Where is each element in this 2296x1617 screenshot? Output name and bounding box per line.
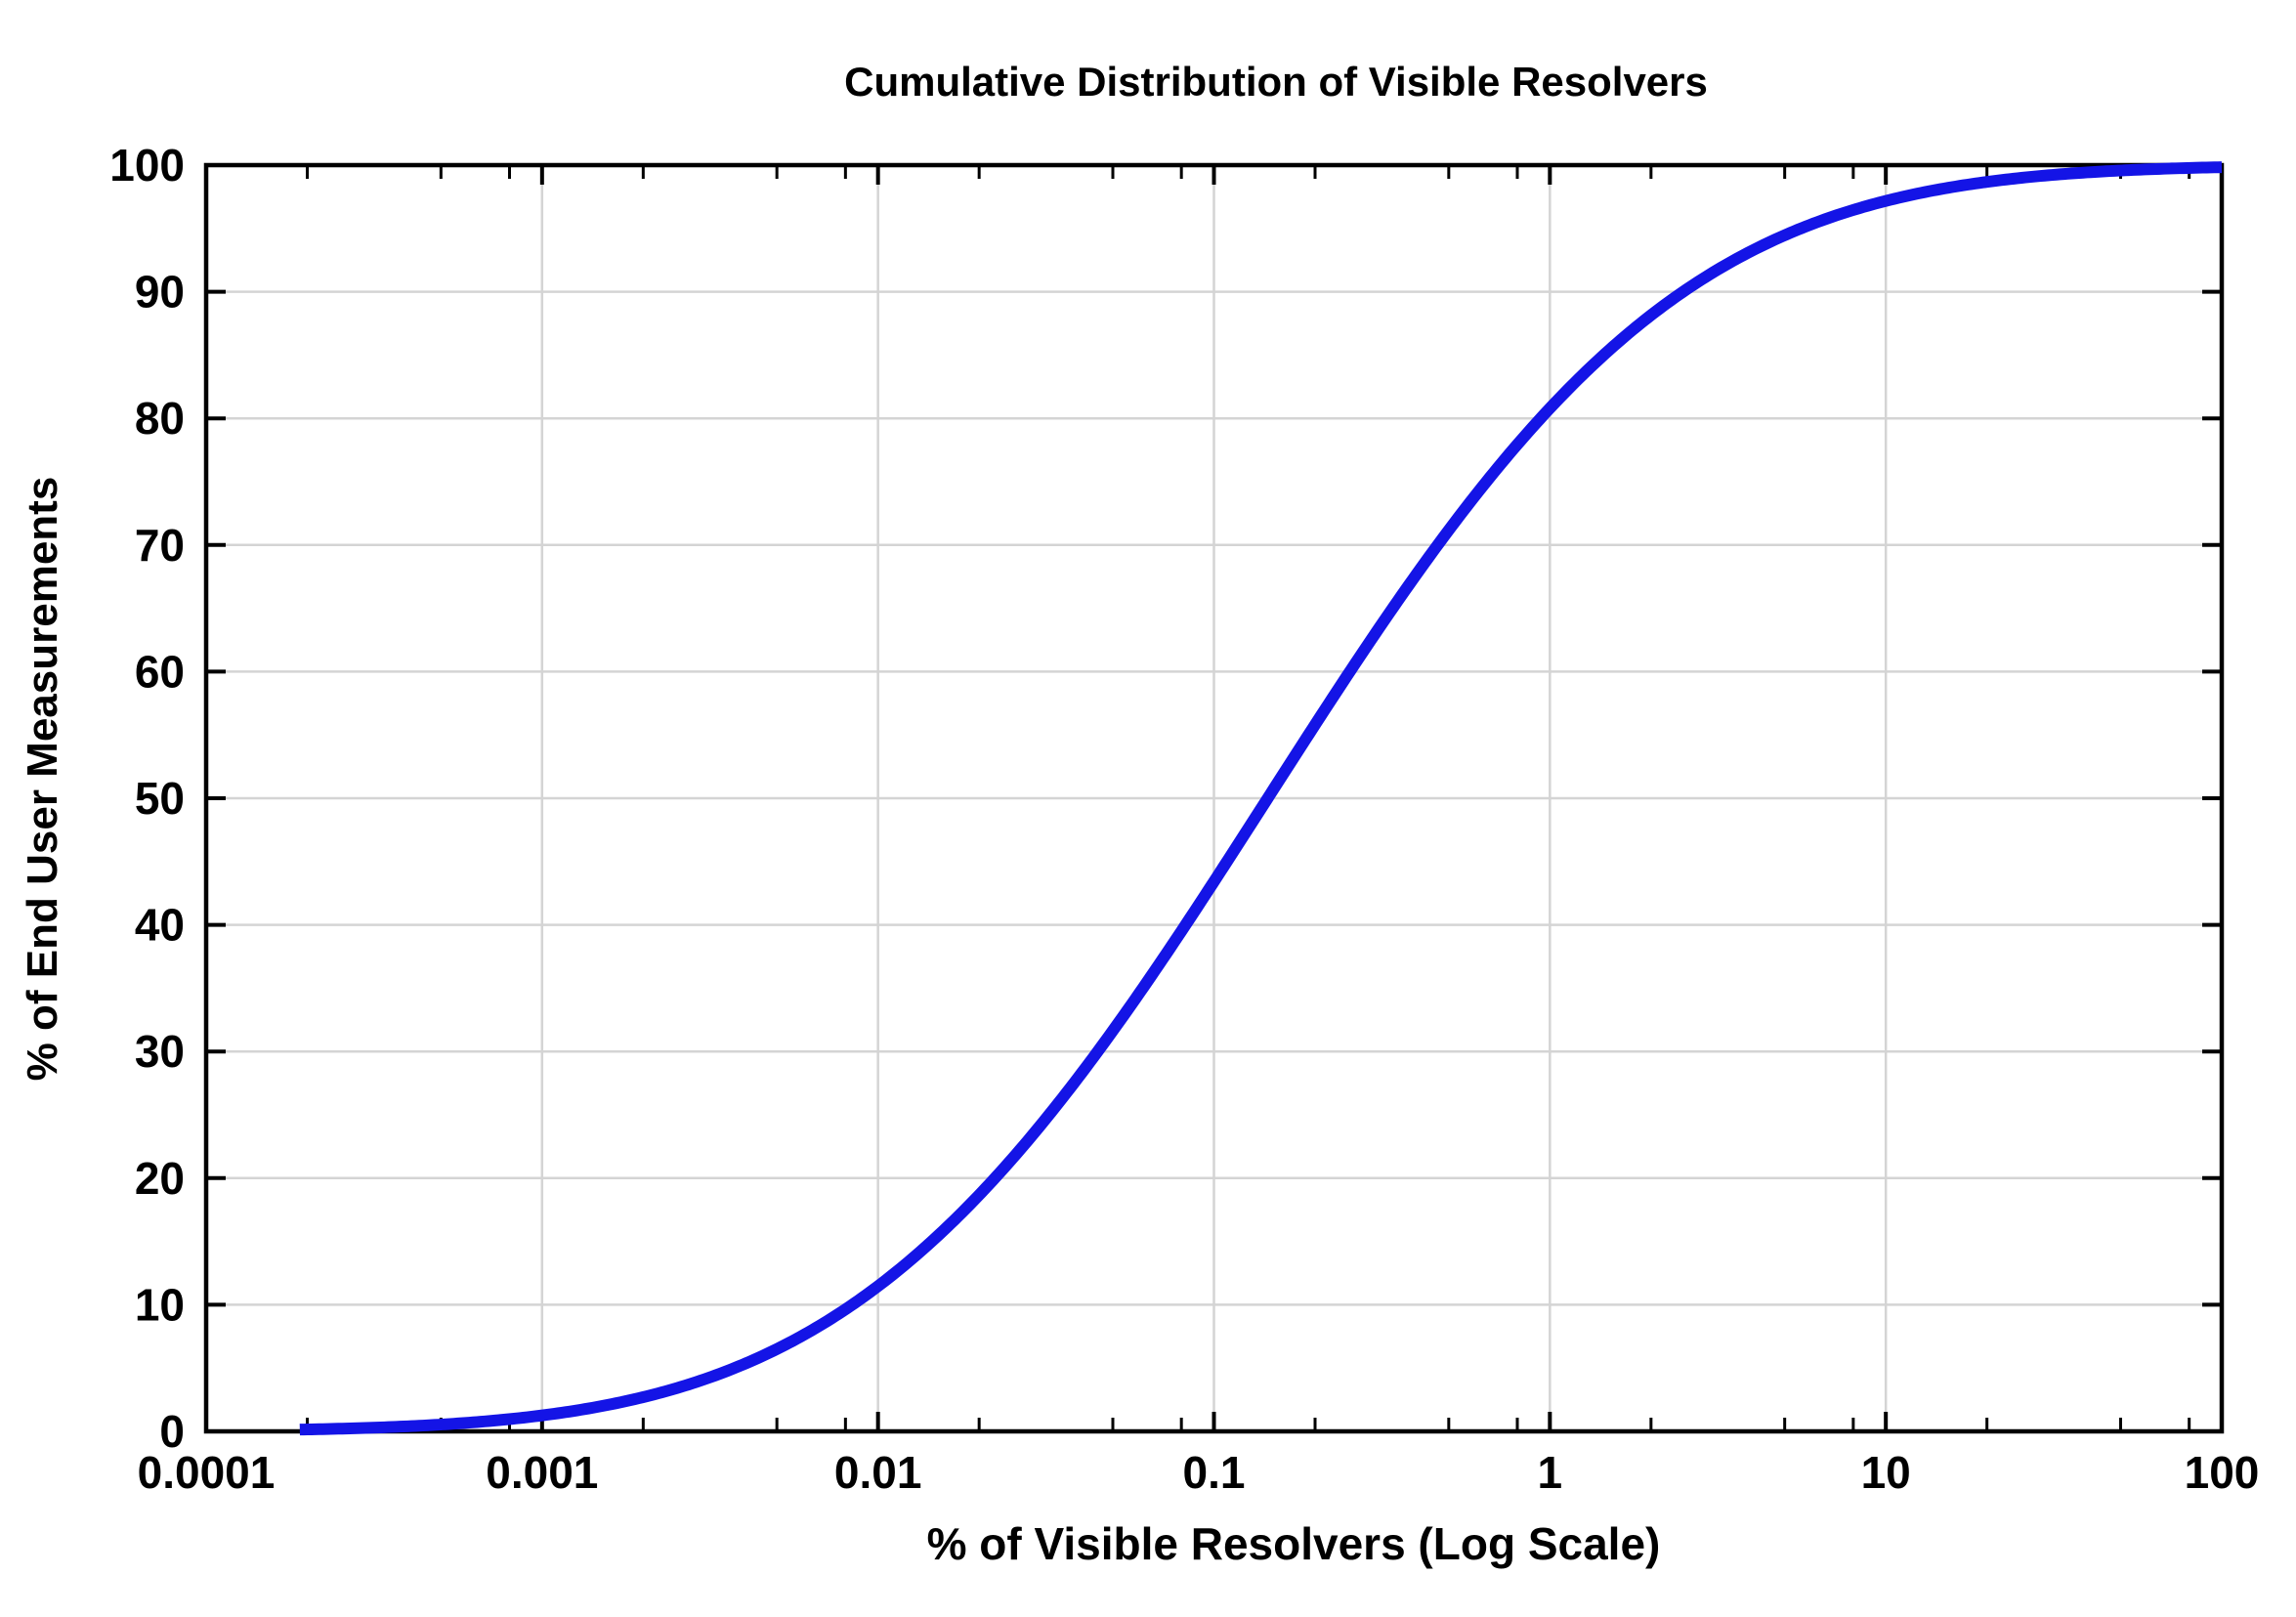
svg-text:100: 100 xyxy=(109,140,185,191)
svg-text:20: 20 xyxy=(135,1153,185,1204)
svg-text:30: 30 xyxy=(135,1026,185,1077)
svg-text:10: 10 xyxy=(135,1279,185,1330)
svg-text:0.1: 0.1 xyxy=(1183,1447,1246,1498)
svg-text:100: 100 xyxy=(2185,1447,2260,1498)
svg-text:0.01: 0.01 xyxy=(834,1447,922,1498)
svg-text:% of End User Measurements: % of End User Measurements xyxy=(19,477,66,1082)
svg-text:70: 70 xyxy=(135,520,185,571)
svg-text:Cumulative Distribution of Vis: Cumulative Distribution of Visible Resol… xyxy=(844,59,1708,105)
svg-text:80: 80 xyxy=(135,393,185,444)
svg-text:50: 50 xyxy=(135,773,185,824)
svg-text:60: 60 xyxy=(135,646,185,697)
svg-text:10: 10 xyxy=(1861,1447,1911,1498)
svg-text:0.0001: 0.0001 xyxy=(138,1447,276,1498)
svg-text:1: 1 xyxy=(1538,1447,1563,1498)
svg-text:90: 90 xyxy=(135,267,185,318)
svg-text:40: 40 xyxy=(135,900,185,951)
svg-text:% of Visible Resolvers (Log Sc: % of Visible Resolvers (Log Scale) xyxy=(927,1518,1661,1569)
svg-text:0.001: 0.001 xyxy=(486,1447,598,1498)
